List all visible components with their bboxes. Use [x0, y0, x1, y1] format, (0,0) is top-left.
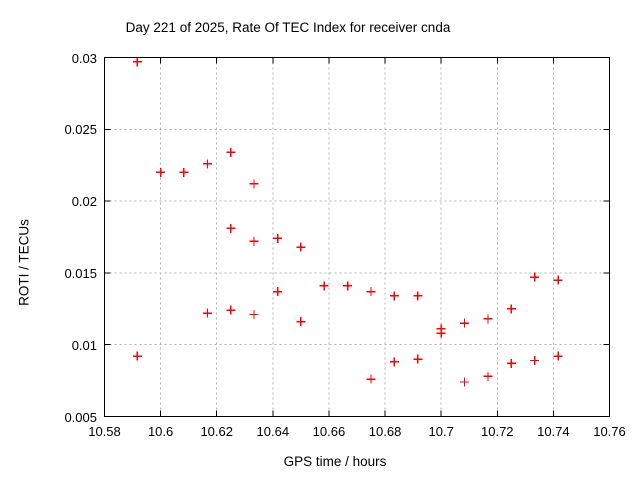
x-axis-title: GPS time / hours [283, 454, 387, 469]
x-tick-label: 10.62 [200, 424, 233, 439]
x-tick-label: 10.72 [480, 424, 514, 439]
chart-title: Day 221 of 2025, Rate Of TEC Index for r… [125, 20, 451, 35]
y-axis-title: ROTI / TECUs [16, 219, 32, 306]
y-tick-label: 0.015 [64, 265, 97, 281]
y-tick-label: 0.03 [71, 50, 97, 66]
x-tick-label: 10.74 [537, 424, 570, 439]
y-tick-label: 0.025 [64, 122, 97, 138]
y-tick-label: 0.01 [71, 337, 97, 353]
y-tick-label: 0.02 [71, 194, 97, 210]
plot-border [104, 57, 610, 417]
x-tick-label: 10.58 [88, 424, 121, 439]
x-tick-label: 10.76 [593, 424, 626, 439]
x-tick-label: 10.6 [147, 424, 174, 439]
x-tick-label: 10.68 [368, 424, 402, 439]
x-tick-label: 10.64 [256, 424, 290, 439]
y-tick-label: 0.005 [64, 409, 97, 425]
x-tick-label: 10.66 [312, 424, 346, 439]
x-tick-label: 10.7 [428, 424, 454, 439]
